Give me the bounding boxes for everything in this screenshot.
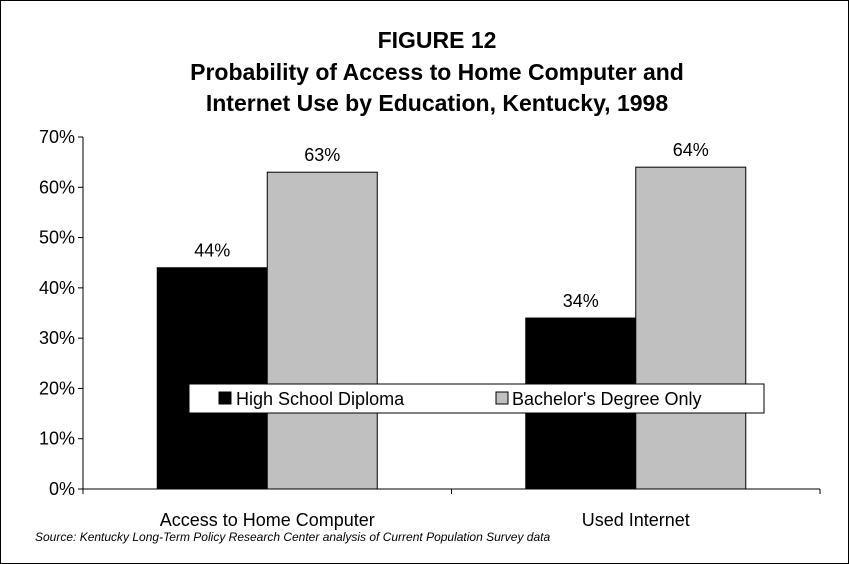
bar (156, 267, 268, 490)
y-tick-label: 60% (39, 177, 75, 197)
bar-data-label: 63% (304, 145, 340, 165)
chart-title-line-2: Probability of Access to Home Computer a… (190, 59, 684, 85)
legend-swatch-bachelors (495, 391, 509, 405)
y-tick-label: 0% (49, 479, 75, 499)
x-category-label: Access to Home Computer (160, 510, 375, 530)
legend: High School Diploma Bachelor's Degree On… (188, 383, 765, 414)
y-tick-label: 30% (39, 328, 75, 348)
y-axis: 0% 10% 20% 30% 40% 50% 60% 70% (39, 127, 84, 499)
y-tick-label: 20% (39, 378, 75, 398)
bar-data-label: 64% (673, 140, 709, 160)
y-tick-label: 10% (39, 429, 75, 449)
source-note: Source: Kentucky Long-Term Policy Resear… (35, 530, 550, 544)
y-tick-label: 40% (39, 278, 75, 298)
legend-swatch-high-school (218, 391, 232, 405)
x-category-label: Used Internet (582, 510, 690, 530)
chart-title-line-3: Internet Use by Education, Kentucky, 199… (206, 90, 668, 116)
bar (266, 171, 378, 490)
legend-label-high-school: High School Diploma (236, 389, 405, 409)
x-axis: Access to Home Computer Used Internet (82, 488, 821, 530)
bars: 44% 63% 34% 64% (156, 140, 747, 490)
legend-label-bachelors: Bachelor's Degree Only (512, 389, 702, 409)
bar (635, 166, 747, 490)
bar-data-label: 44% (194, 241, 230, 261)
y-tick-label: 70% (39, 127, 75, 147)
legend-box (188, 383, 765, 414)
bar-data-label: 34% (563, 291, 599, 311)
chart-title-line-1: FIGURE 12 (378, 27, 497, 53)
y-tick-label: 50% (39, 228, 75, 248)
